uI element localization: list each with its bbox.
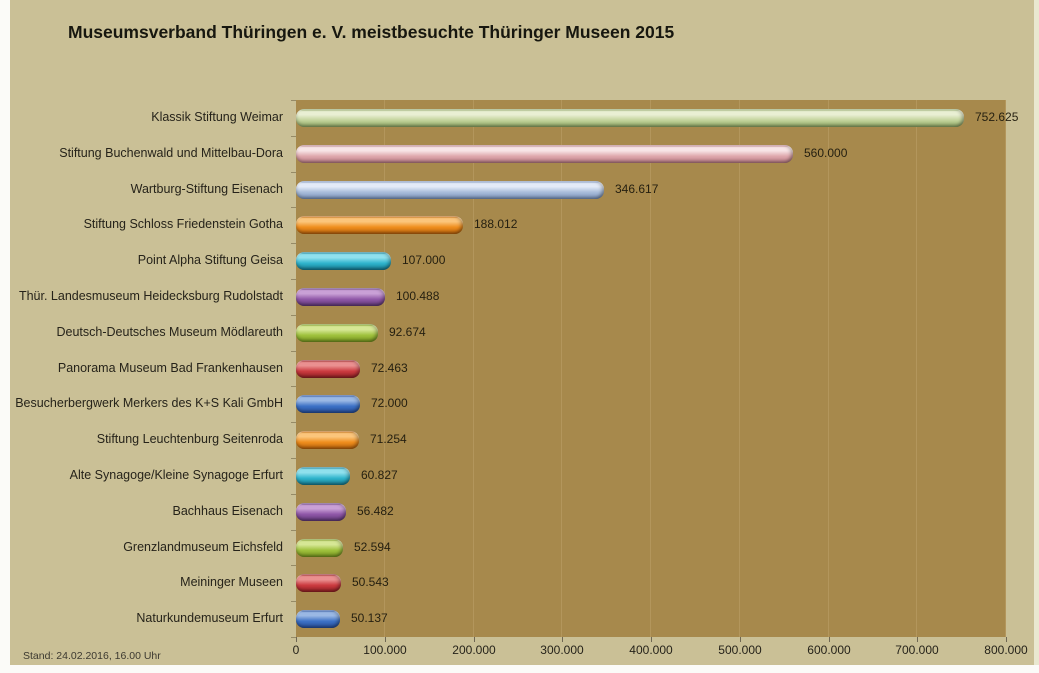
gridline	[384, 100, 385, 637]
value-label: 56.482	[357, 503, 394, 518]
bar	[296, 144, 793, 163]
x-axis-tick-label: 0	[292, 643, 300, 657]
bar	[296, 180, 604, 199]
y-axis-tick	[291, 565, 296, 566]
y-axis-tick	[291, 601, 296, 602]
x-axis-tick	[740, 637, 741, 642]
y-axis-tick	[291, 386, 296, 387]
x-axis-tick-label: 300.000	[540, 643, 584, 657]
x-axis-tick	[385, 637, 386, 642]
right-border-strip	[1034, 0, 1039, 665]
bar	[296, 252, 391, 271]
value-label: 50.137	[351, 611, 388, 626]
bar	[296, 502, 346, 521]
x-axis-tick-label: 400.000	[629, 643, 673, 657]
y-axis-tick	[291, 100, 296, 101]
y-axis-tick	[291, 637, 296, 638]
value-label: 52.594	[354, 539, 391, 554]
gridline	[916, 100, 917, 637]
category-label: Panorama Museum Bad Frankenhausen	[57, 360, 283, 375]
y-axis-tick	[291, 207, 296, 208]
y-axis-tick	[291, 243, 296, 244]
category-label: Grenzlandmuseum Eichsfeld	[123, 539, 283, 554]
value-label: 752.625	[975, 110, 1019, 124]
chart-title: Museumsverband Thüringen e. V. meistbesu…	[68, 22, 675, 42]
gridline	[739, 100, 740, 637]
gridline	[828, 100, 829, 637]
value-label: 72.463	[371, 360, 408, 375]
category-label: Stiftung Schloss Friedenstein Gotha	[83, 217, 283, 232]
bar	[296, 610, 340, 629]
value-label: 100.488	[396, 289, 440, 303]
y-axis-tick	[291, 422, 296, 423]
bar	[296, 538, 343, 557]
value-label: 60.827	[361, 468, 398, 482]
category-label: Bachhaus Eisenach	[172, 503, 284, 518]
x-axis-tick-label: 700.000	[895, 643, 939, 657]
category-label: Naturkundemuseum Erfurt	[136, 611, 283, 626]
value-label: 92.674	[389, 324, 426, 339]
bar	[296, 395, 360, 414]
category-label: Deutsch-Deutsches Museum Mödlareuth	[56, 324, 284, 339]
category-label: Alte Synagoge/Kleine Synagoge Erfurt	[69, 468, 283, 482]
x-axis-tick	[562, 637, 563, 642]
x-axis-tick-label: 800.000	[984, 643, 1028, 657]
category-label: Klassik Stiftung Weimar	[151, 110, 283, 124]
y-axis-tick	[291, 315, 296, 316]
value-label: 560.000	[804, 145, 848, 160]
category-label: Wartburg-Stiftung Eisenach	[130, 181, 283, 196]
y-axis-tick	[291, 172, 296, 173]
bar	[296, 323, 378, 342]
value-label: 346.617	[615, 181, 659, 196]
gridline	[473, 100, 474, 637]
gridline	[561, 100, 562, 637]
category-label: Stiftung Buchenwald und Mittelbau-Dora	[59, 145, 283, 160]
y-axis-tick	[291, 351, 296, 352]
footnote-stand: Stand: 24.02.2016, 16.00 Uhr	[23, 650, 161, 662]
bar	[296, 287, 385, 306]
value-label: 50.543	[352, 575, 389, 590]
bar	[296, 216, 463, 235]
x-axis-tick	[651, 637, 652, 642]
x-axis-tick	[917, 637, 918, 642]
y-axis-tick	[291, 279, 296, 280]
category-label: Stiftung Leuchtenburg Seitenroda	[96, 432, 283, 447]
value-label: 188.012	[474, 217, 518, 232]
x-axis-tick-label: 500.000	[718, 643, 762, 657]
x-axis-tick	[296, 637, 297, 642]
x-axis-tick	[829, 637, 830, 642]
category-label: Meininger Museen	[180, 575, 283, 590]
bar	[296, 466, 350, 485]
value-label: 107.000	[402, 253, 446, 268]
value-label: 72.000	[371, 396, 408, 411]
x-axis-tick	[474, 637, 475, 642]
bar	[296, 431, 359, 450]
y-axis-tick	[291, 530, 296, 531]
value-label: 71.254	[370, 432, 407, 447]
bar	[296, 574, 341, 593]
x-axis-tick	[1006, 637, 1007, 642]
category-label: Besucherbergwerk Merkers des K+S Kali Gm…	[15, 396, 283, 411]
x-axis-tick-label: 600.000	[807, 643, 851, 657]
x-axis-tick-label: 200.000	[452, 643, 496, 657]
category-label: Point Alpha Stiftung Geisa	[137, 253, 283, 268]
y-axis-tick	[291, 494, 296, 495]
bar	[296, 359, 360, 378]
bar	[296, 108, 964, 127]
chart-canvas: Museumsverband Thüringen e. V. meistbesu…	[10, 0, 1034, 665]
x-axis-tick-label: 100.000	[363, 643, 407, 657]
category-label: Thür. Landesmuseum Heidecksburg Rudolsta…	[18, 289, 283, 303]
y-axis-tick	[291, 458, 296, 459]
y-axis-tick	[291, 136, 296, 137]
gridline	[1005, 100, 1006, 637]
gridline	[650, 100, 651, 637]
